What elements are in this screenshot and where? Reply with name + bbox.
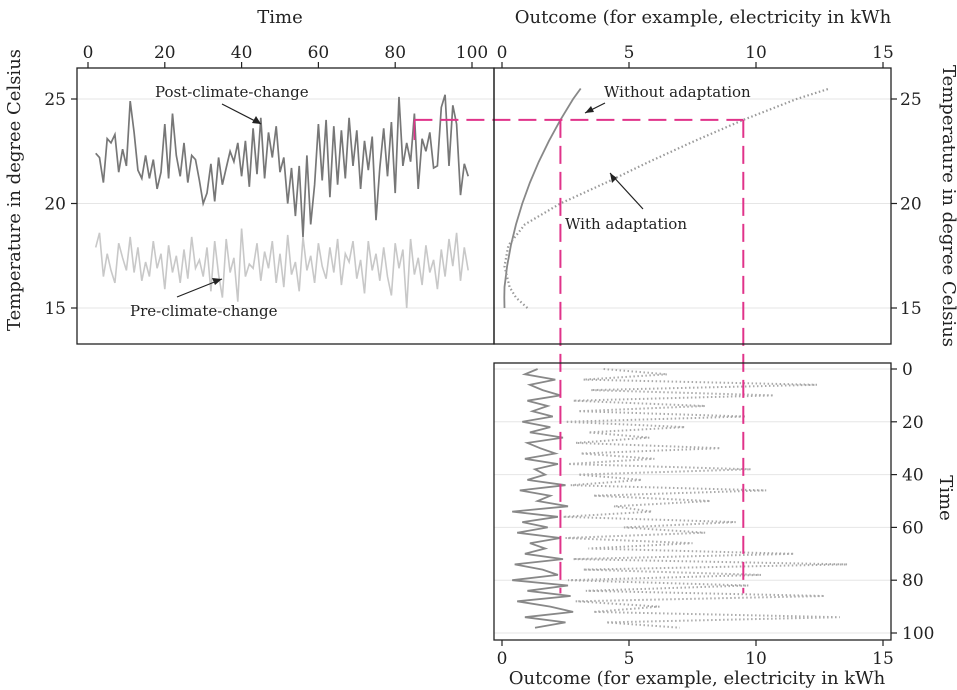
bottom-right-y-tick-label: 100	[902, 624, 934, 644]
top-left-x-tick-label: 60	[308, 43, 330, 63]
top-right-x-tick-label: 15	[872, 43, 894, 63]
tick-labels: 0 20 40 60 80 100 15 20 25 0 5 10 15 15 20 25 0 5 10 15 0 20 4…	[44, 43, 934, 669]
bottom-right-panel-frame	[493, 362, 892, 641]
time-with-adaptation-line	[562, 368, 848, 629]
without-adaptation-label: Without adaptation	[604, 83, 751, 101]
bottom-right-y-tick-label: 60	[902, 518, 924, 538]
series-line-time-with-adaptation	[562, 368, 848, 629]
bottom-right-x-tick-label: 5	[624, 649, 635, 669]
top-right-x-tick-label: 5	[624, 43, 635, 63]
series-line-time-without-adaptation	[512, 368, 574, 629]
pre-climate-change-line	[94, 228, 469, 309]
post-climate-change-line	[95, 94, 470, 237]
post-climate-change-label: Post-climate-change	[155, 83, 309, 101]
bottom-right-y-tick-label: 80	[902, 571, 924, 591]
left-y-axis-title: Temperature in degree Celsius	[4, 49, 25, 331]
top-left-x-tick-label: 20	[154, 43, 176, 63]
axis-ticks	[71, 62, 897, 646]
top-left-x-axis-title: Time	[257, 7, 302, 28]
top-right-panel-frame	[493, 67, 892, 345]
pre-climate-change-label: Pre-climate-change	[130, 302, 278, 320]
bottom-right-x-tick-label: 10	[745, 649, 767, 669]
top-left-x-tick-label: 100	[456, 43, 488, 63]
with-adaptation-label: With adaptation	[565, 215, 687, 233]
top-left-x-tick-label: 40	[231, 43, 253, 63]
with-arrow-head	[610, 173, 617, 183]
top-right-y-tick-label: 20	[900, 195, 922, 215]
top-right-x-tick-label: 10	[745, 43, 767, 63]
top-left-y-tick-label: 20	[44, 195, 66, 215]
right-y-axis-title: Temperature in degree Celsius	[938, 65, 957, 347]
time-without-adaptation-line	[512, 368, 574, 629]
top-right-y-tick-label: 25	[900, 90, 922, 110]
top-left-x-tick-label: 80	[384, 43, 406, 63]
top-left-y-tick-label: 25	[44, 90, 66, 110]
time-y-axis-title: Time	[935, 475, 956, 520]
post-arrow-head	[252, 116, 261, 124]
bottom-right-y-tick-label: 40	[902, 466, 924, 486]
bottom-right-y-tick-label: 0	[902, 360, 913, 380]
without-arrow-head	[585, 106, 594, 113]
series-line-with-adaptation	[503, 87, 831, 309]
series-line-pre-climate-change	[94, 228, 469, 309]
pre-arrow-head	[212, 278, 222, 285]
bottom-right-y-tick-label: 20	[902, 413, 924, 433]
with-adaptation-curve	[503, 87, 831, 309]
bottom-right-x-axis-title: Outcome (for example, electricity in kWh	[509, 668, 886, 689]
top-right-x-tick-label: 0	[497, 43, 508, 63]
bottom-right-x-tick-label: 0	[497, 649, 508, 669]
reference-guides	[413, 118, 745, 594]
series-line-post-climate-change	[95, 94, 470, 237]
top-right-x-axis-title: Outcome (for example, electricity in kWh	[515, 7, 892, 28]
top-right-y-tick-label: 15	[900, 299, 922, 319]
top-left-x-tick-label: 0	[83, 43, 94, 63]
bottom-right-x-tick-label: 15	[872, 649, 894, 669]
top-left-y-tick-label: 15	[44, 299, 66, 319]
